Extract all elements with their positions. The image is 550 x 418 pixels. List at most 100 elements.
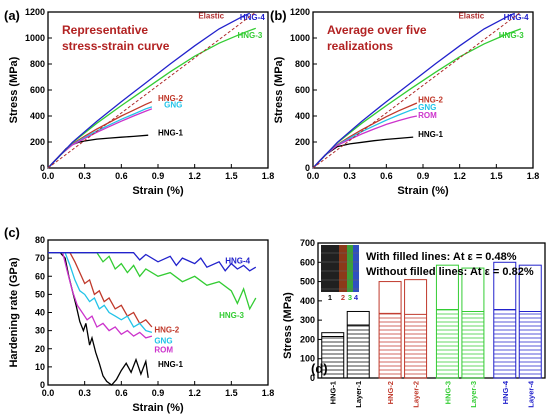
x-tick-label: 0.0: [42, 171, 55, 181]
series-line-hng-2: [312, 102, 418, 169]
y-tick-label: 800: [30, 59, 45, 69]
y-tick-label: 20: [35, 344, 45, 354]
y-tick-label: 800: [295, 59, 310, 69]
category-label-layer-2: Layer-2: [412, 381, 421, 408]
x-tick-label: 1.5: [225, 171, 238, 181]
x-tick-label: 1.5: [225, 388, 238, 398]
x-tick-label: 0.3: [78, 171, 91, 181]
series-line-elastic: [47, 11, 257, 169]
series-label-hng-1: HNG-1: [158, 129, 183, 138]
category-label-hng-3: HNG-3: [443, 381, 452, 404]
x-tick-label: 0.0: [307, 171, 320, 181]
category-label-layer-3: Layer-3: [469, 381, 478, 408]
series-line-gng: [48, 252, 153, 334]
series-line-hng-2: [47, 101, 153, 169]
y-tick-label: 600: [30, 85, 45, 95]
y-tick-label: 1000: [290, 33, 310, 43]
bar-layer-1: [346, 310, 370, 379]
bar-hatch-hng-4: [493, 309, 516, 375]
y-tick-label: 50: [35, 289, 45, 299]
bar-hng-1: [321, 332, 345, 379]
series-label-hng-1: HNG-1: [158, 360, 183, 369]
y-tick-label: 600: [295, 85, 310, 95]
series-label-elastic: Elastic: [458, 12, 484, 21]
x-tick-label: 0.6: [115, 388, 128, 398]
chart-title-line-1: Average over five: [327, 23, 427, 37]
x-tick-label: 0.3: [78, 388, 91, 398]
series-line-hng-4: [312, 12, 515, 169]
x-tick-label: 1.2: [188, 171, 201, 181]
series-line-rom: [312, 115, 418, 169]
series-label-elastic: Elastic: [198, 12, 224, 21]
bar-hng-3: [435, 264, 459, 379]
y-tick-label: 400: [295, 111, 310, 121]
bar-hatch-layer-4: [519, 313, 542, 375]
panel-label: (c): [4, 225, 20, 240]
series-label-hng-4: HNG-4: [504, 13, 529, 22]
x-tick-label: 0.9: [417, 171, 430, 181]
y-tick-label: 0: [305, 163, 310, 173]
category-label-layer-1: Layer-1: [354, 381, 363, 408]
y-tick-label: 500: [300, 277, 315, 287]
x-tick-label: 0.6: [380, 171, 393, 181]
y-tick-label: 1200: [290, 7, 310, 17]
inset-label-3: 3: [348, 293, 352, 302]
series-label-hng-2: HNG-2: [158, 94, 183, 103]
series-line-hng-4: [48, 252, 257, 272]
series-label-rom: ROM: [418, 111, 437, 120]
y-axis-label: Stress (MPa): [282, 292, 294, 359]
y-tick-label: 300: [300, 315, 315, 325]
bar-hatch-hng-3: [436, 309, 459, 375]
panel-label: (b): [270, 8, 287, 23]
x-tick-label: 0.0: [42, 388, 55, 398]
y-tick-label: 1200: [25, 7, 45, 17]
x-axis-label: Strain (%): [132, 185, 184, 197]
panel-label: (d): [311, 361, 328, 376]
x-tick-label: 1.8: [262, 388, 275, 398]
y-tick-label: 0: [310, 373, 315, 383]
y-tick-label: 0: [40, 380, 45, 390]
y-axis-label: Hardening rate (GPa): [8, 257, 20, 367]
series-label-hng-3: HNG-3: [219, 311, 244, 320]
bar-layer-4: [518, 264, 542, 379]
series-line-hng-3: [47, 27, 257, 169]
panel-label: (a): [4, 8, 20, 23]
series-label-gng: GNG: [164, 101, 182, 110]
y-tick-label: 400: [30, 111, 45, 121]
series-label-hng-2: HNG-2: [154, 325, 179, 334]
x-tick-label: 0.6: [115, 171, 128, 181]
series-line-hng-2: [48, 252, 153, 328]
inset-label-1: 1: [328, 293, 332, 302]
series-label-hng-2: HNG-2: [418, 95, 443, 104]
series-label-gng: GNG: [154, 336, 172, 345]
x-tick-label: 0.9: [152, 388, 165, 398]
series-label-hng-4: HNG-4: [225, 257, 250, 266]
series-label-hng-1: HNG-1: [418, 130, 443, 139]
series-line-hng-1: [48, 252, 149, 386]
y-tick-label: 30: [35, 326, 45, 336]
inset-label-4: 4: [354, 293, 359, 302]
y-tick-label: 200: [30, 137, 45, 147]
y-tick-label: 70: [35, 253, 45, 263]
x-axis-label: Strain (%): [132, 402, 184, 414]
x-tick-label: 1.2: [453, 171, 466, 181]
panel-b: 0.0 0.3 0.6 0.9 1.2 1.5 1.8 0 200 400 600 800 1000 12…: [270, 7, 539, 197]
y-tick-label: 100: [300, 354, 315, 364]
series-label-hng-3: HNG-3: [237, 31, 262, 40]
inset-layer-1: [321, 245, 339, 292]
chart-title-line-1: Representative: [62, 23, 148, 37]
x-tick-label: 1.2: [188, 388, 201, 398]
annotation-unfilled: Without filled lines: At ε = 0.82%: [366, 266, 534, 278]
series-line-gng: [47, 106, 153, 169]
annotation-filled: With filled lines: At ε = 0.48%: [366, 251, 517, 263]
series-line-hng-3: [312, 28, 522, 169]
y-tick-label: 80: [35, 235, 45, 245]
series-label-hng-4: HNG-4: [240, 13, 265, 22]
plot-frame: [317, 242, 546, 379]
chart-title-line-2: realizations: [327, 39, 393, 53]
category-label-hng-2: HNG-2: [386, 381, 395, 404]
y-tick-label: 1000: [25, 33, 45, 43]
x-tick-label: 1.8: [527, 171, 540, 181]
